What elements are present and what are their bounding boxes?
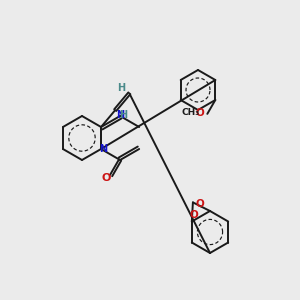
Text: N: N bbox=[99, 144, 107, 154]
Text: O: O bbox=[196, 108, 205, 118]
Text: O: O bbox=[101, 172, 111, 183]
Text: H: H bbox=[119, 110, 127, 120]
Text: O: O bbox=[196, 199, 205, 208]
Text: CH₃: CH₃ bbox=[181, 108, 200, 117]
Text: N: N bbox=[116, 110, 124, 120]
Text: H: H bbox=[117, 83, 125, 93]
Text: O: O bbox=[189, 210, 198, 220]
